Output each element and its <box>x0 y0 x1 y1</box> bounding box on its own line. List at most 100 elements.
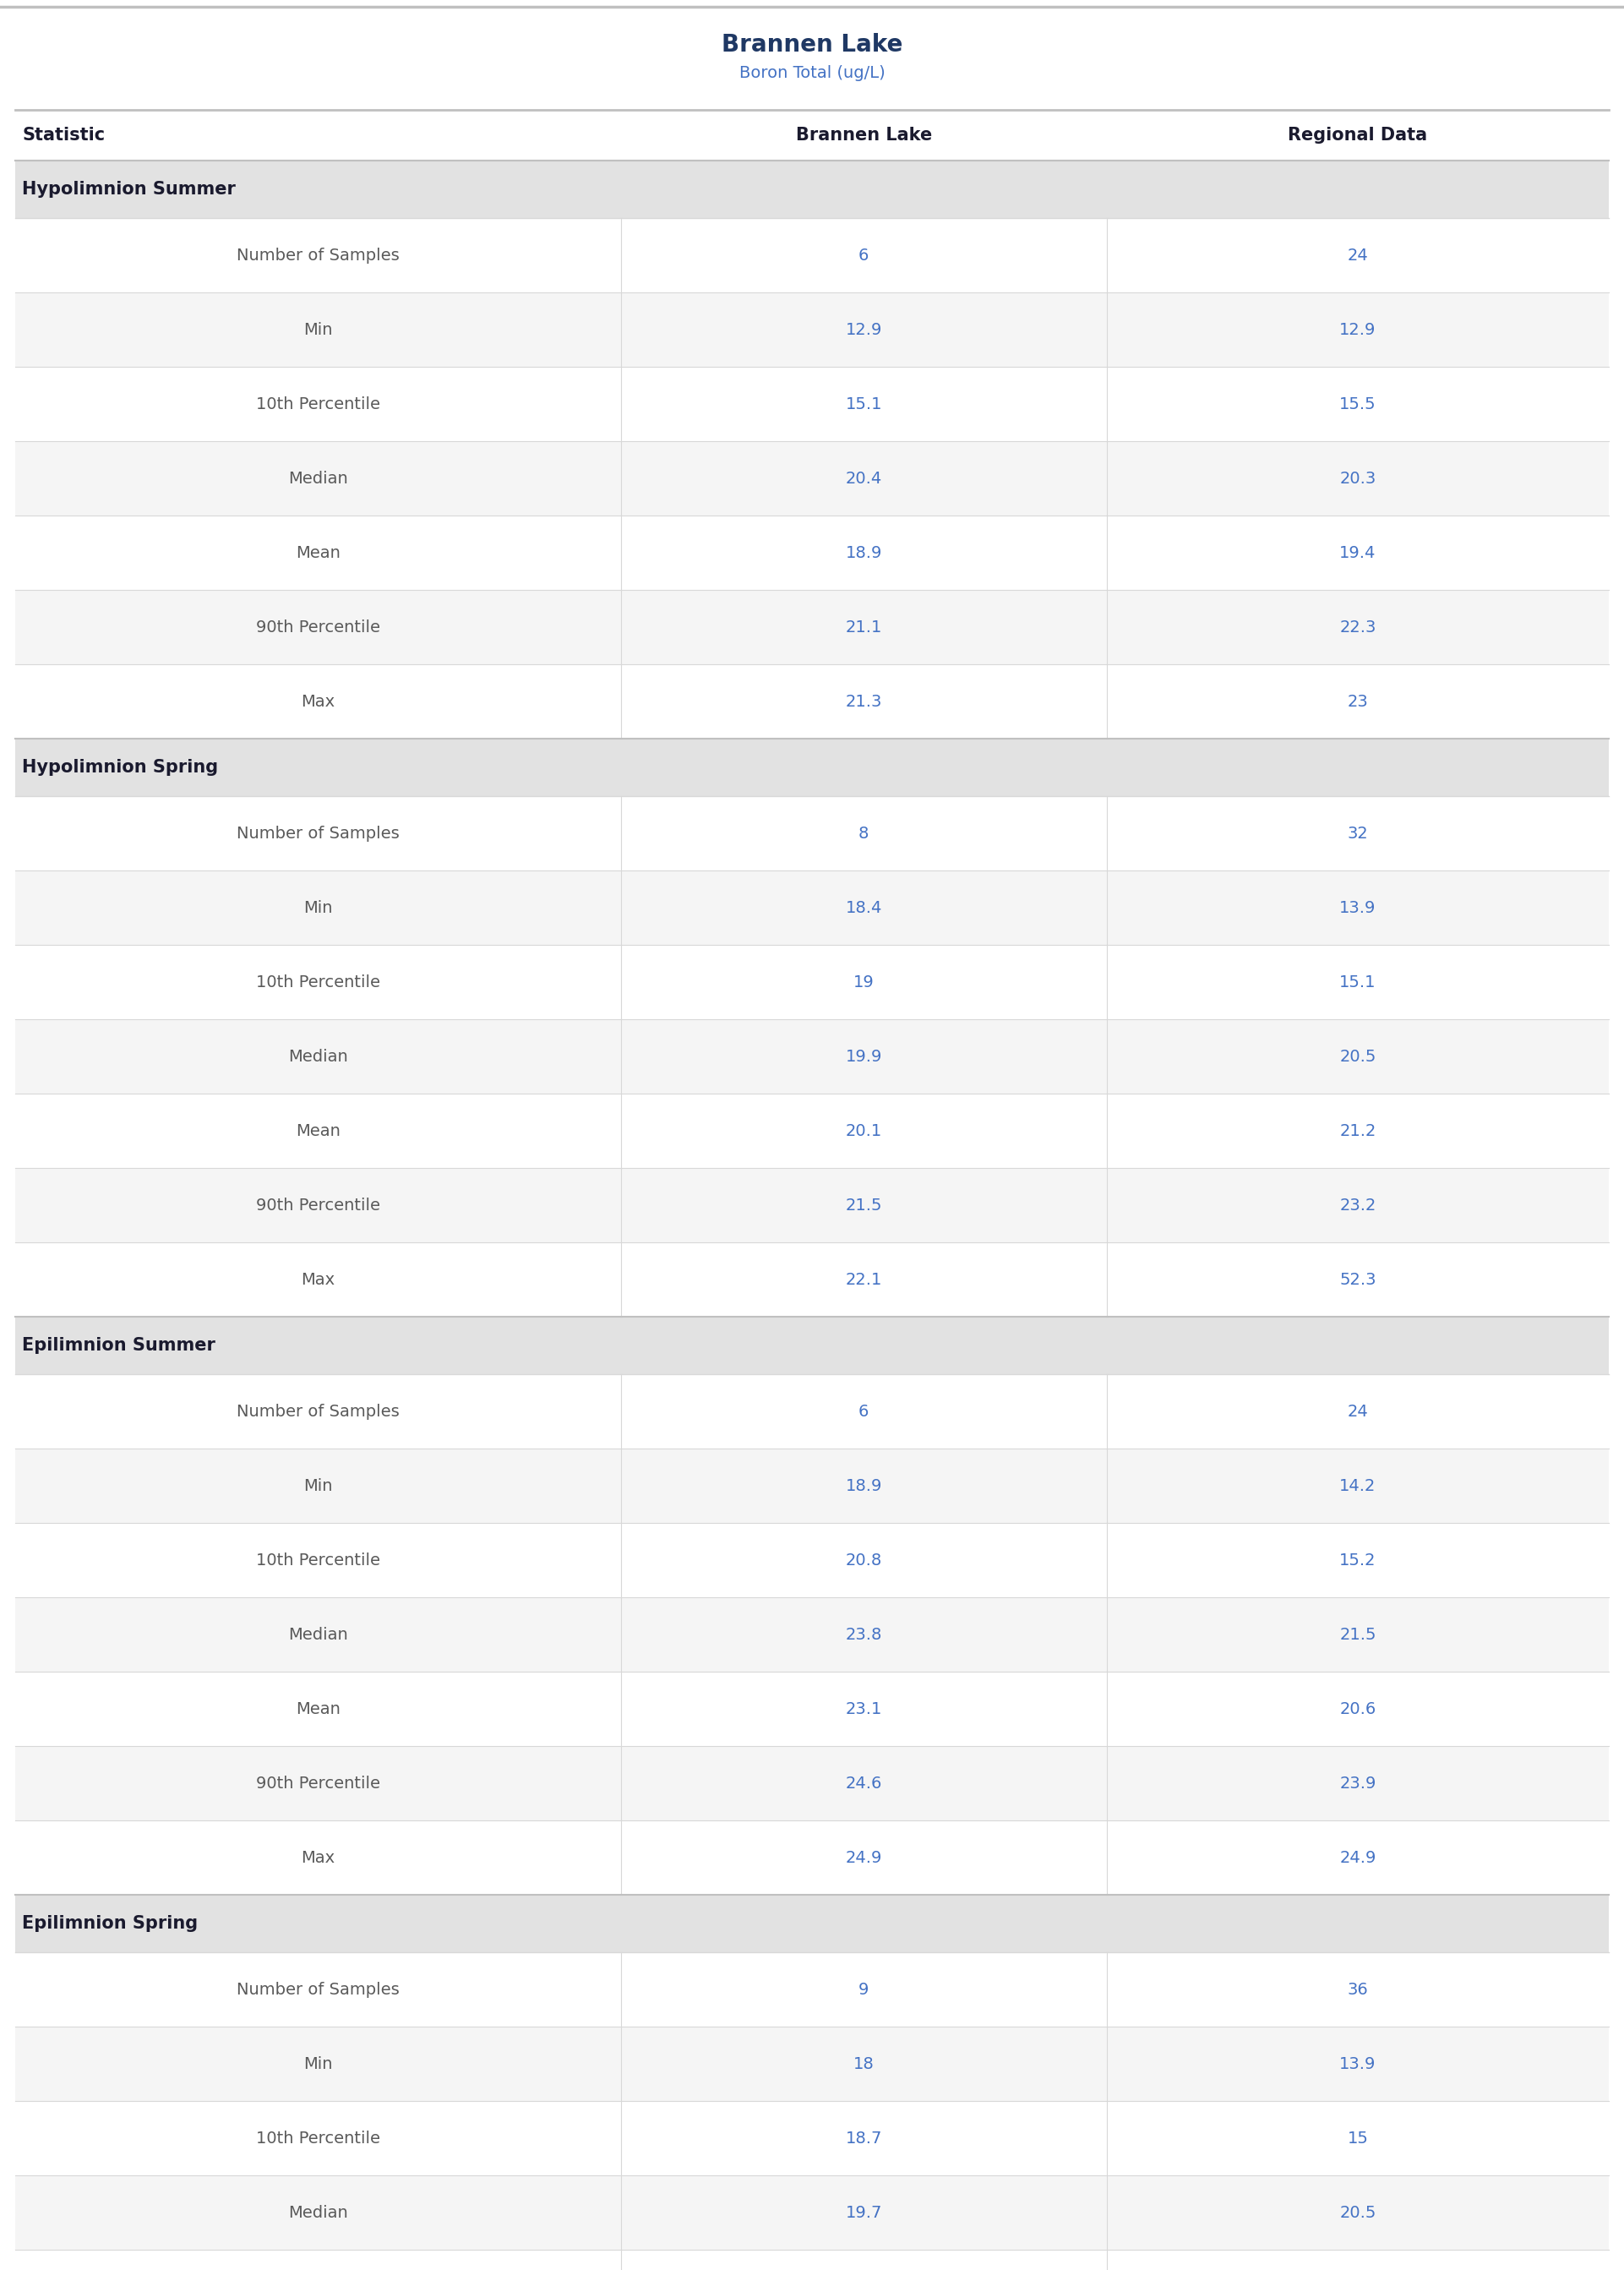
Bar <box>620 1169 1609 1242</box>
Bar <box>15 1746 1609 1821</box>
Text: 10th Percentile: 10th Percentile <box>257 395 380 411</box>
Text: 23.1: 23.1 <box>846 1700 882 1716</box>
Text: 10th Percentile: 10th Percentile <box>257 1553 380 1569</box>
Bar <box>15 1523 1609 1598</box>
Text: 23.9: 23.9 <box>1340 1775 1376 1791</box>
Bar <box>620 2027 1609 2102</box>
Text: Brannen Lake: Brannen Lake <box>796 127 932 143</box>
Bar <box>620 1598 1609 1671</box>
Text: 18.9: 18.9 <box>846 545 882 561</box>
Bar <box>15 1242 1609 1317</box>
Text: 19: 19 <box>853 974 874 990</box>
Text: Median: Median <box>287 2204 348 2220</box>
Bar <box>620 293 1609 368</box>
Text: 20.3: 20.3 <box>1340 470 1376 486</box>
Text: 15.2: 15.2 <box>1340 1553 1376 1569</box>
Text: Number of Samples: Number of Samples <box>237 1403 400 1419</box>
Text: 13.9: 13.9 <box>1340 2057 1376 2073</box>
Text: 18.4: 18.4 <box>846 899 882 915</box>
Text: 21.5: 21.5 <box>846 1196 882 1212</box>
Text: Hypolimnion Summer: Hypolimnion Summer <box>23 182 235 197</box>
Text: 12.9: 12.9 <box>846 322 882 338</box>
Text: 20.6: 20.6 <box>1340 1700 1376 1716</box>
Bar <box>620 1448 1609 1523</box>
Text: 19.4: 19.4 <box>1340 545 1376 561</box>
Text: Max: Max <box>300 1271 335 1287</box>
Bar <box>15 1317 1609 1373</box>
Bar <box>620 590 1609 665</box>
Text: Median: Median <box>287 470 348 486</box>
Text: 21.5: 21.5 <box>1340 1625 1376 1643</box>
Text: 90th Percentile: 90th Percentile <box>257 1196 380 1212</box>
Bar <box>15 944 1609 1019</box>
Text: 36: 36 <box>1348 1982 1369 1998</box>
Text: 22.3: 22.3 <box>1340 620 1376 636</box>
Text: Statistic: Statistic <box>23 127 106 143</box>
Text: 20.8: 20.8 <box>846 1553 882 1569</box>
Bar <box>15 2250 1609 2270</box>
Bar <box>620 1746 1609 1821</box>
Text: 52.3: 52.3 <box>1340 1271 1376 1287</box>
Text: 21.1: 21.1 <box>846 620 882 636</box>
Bar <box>15 1373 1609 1448</box>
Text: 32: 32 <box>1348 826 1369 842</box>
Bar <box>15 1019 1609 1094</box>
Bar <box>15 797 1609 869</box>
Text: 23.2: 23.2 <box>1340 1196 1376 1212</box>
Text: Max: Max <box>300 692 335 711</box>
Text: Number of Samples: Number of Samples <box>237 1982 400 1998</box>
Bar <box>15 590 1609 665</box>
Text: 19.7: 19.7 <box>846 2204 882 2220</box>
Bar <box>15 218 1609 293</box>
Text: Max: Max <box>300 1850 335 1866</box>
Bar <box>15 1094 1609 1169</box>
Text: 10th Percentile: 10th Percentile <box>257 2129 380 2145</box>
Bar <box>15 1821 1609 1895</box>
Bar <box>15 1895 1609 1952</box>
Bar <box>15 738 1609 797</box>
Text: 24: 24 <box>1348 247 1369 263</box>
Text: 15: 15 <box>1348 2129 1369 2145</box>
Text: Min: Min <box>304 1478 333 1494</box>
Text: 18.9: 18.9 <box>846 1478 882 1494</box>
Text: 15.1: 15.1 <box>846 395 882 411</box>
Text: 8: 8 <box>859 826 869 842</box>
Bar <box>15 869 1609 944</box>
Text: Number of Samples: Number of Samples <box>237 247 400 263</box>
Text: 10th Percentile: 10th Percentile <box>257 974 380 990</box>
Text: Mean: Mean <box>296 1700 341 1716</box>
Text: 20.4: 20.4 <box>846 470 882 486</box>
Text: 19.9: 19.9 <box>846 1049 882 1065</box>
Bar <box>15 665 1609 738</box>
Text: Epilimnion Summer: Epilimnion Summer <box>23 1337 216 1353</box>
Bar <box>15 161 1609 218</box>
Text: 21.3: 21.3 <box>846 692 882 711</box>
Bar <box>15 1952 1609 2027</box>
Text: 21.2: 21.2 <box>1340 1124 1376 1140</box>
Text: 24.9: 24.9 <box>846 1850 882 1866</box>
Bar <box>15 2175 1609 2250</box>
Text: 22.1: 22.1 <box>846 1271 882 1287</box>
Text: 24: 24 <box>1348 1403 1369 1419</box>
Text: Number of Samples: Number of Samples <box>237 826 400 842</box>
Text: 12.9: 12.9 <box>1340 322 1376 338</box>
Bar <box>15 1598 1609 1671</box>
Bar <box>15 293 1609 368</box>
Text: 24.9: 24.9 <box>1340 1850 1376 1866</box>
Text: 90th Percentile: 90th Percentile <box>257 620 380 636</box>
Text: 9: 9 <box>859 1982 869 1998</box>
Bar <box>620 2175 1609 2250</box>
Text: Mean: Mean <box>296 1124 341 1140</box>
Bar <box>15 1169 1609 1242</box>
Text: 6: 6 <box>859 1403 869 1419</box>
Text: Epilimnion Spring: Epilimnion Spring <box>23 1916 198 1932</box>
Text: Mean: Mean <box>296 545 341 561</box>
Text: Min: Min <box>304 2057 333 2073</box>
Text: 15.1: 15.1 <box>1340 974 1376 990</box>
Bar <box>15 2027 1609 2102</box>
Text: Min: Min <box>304 899 333 915</box>
Bar <box>15 368 1609 440</box>
Text: Boron Total (ug/L): Boron Total (ug/L) <box>739 66 885 82</box>
Bar <box>15 440 1609 515</box>
Text: 18: 18 <box>853 2057 874 2073</box>
